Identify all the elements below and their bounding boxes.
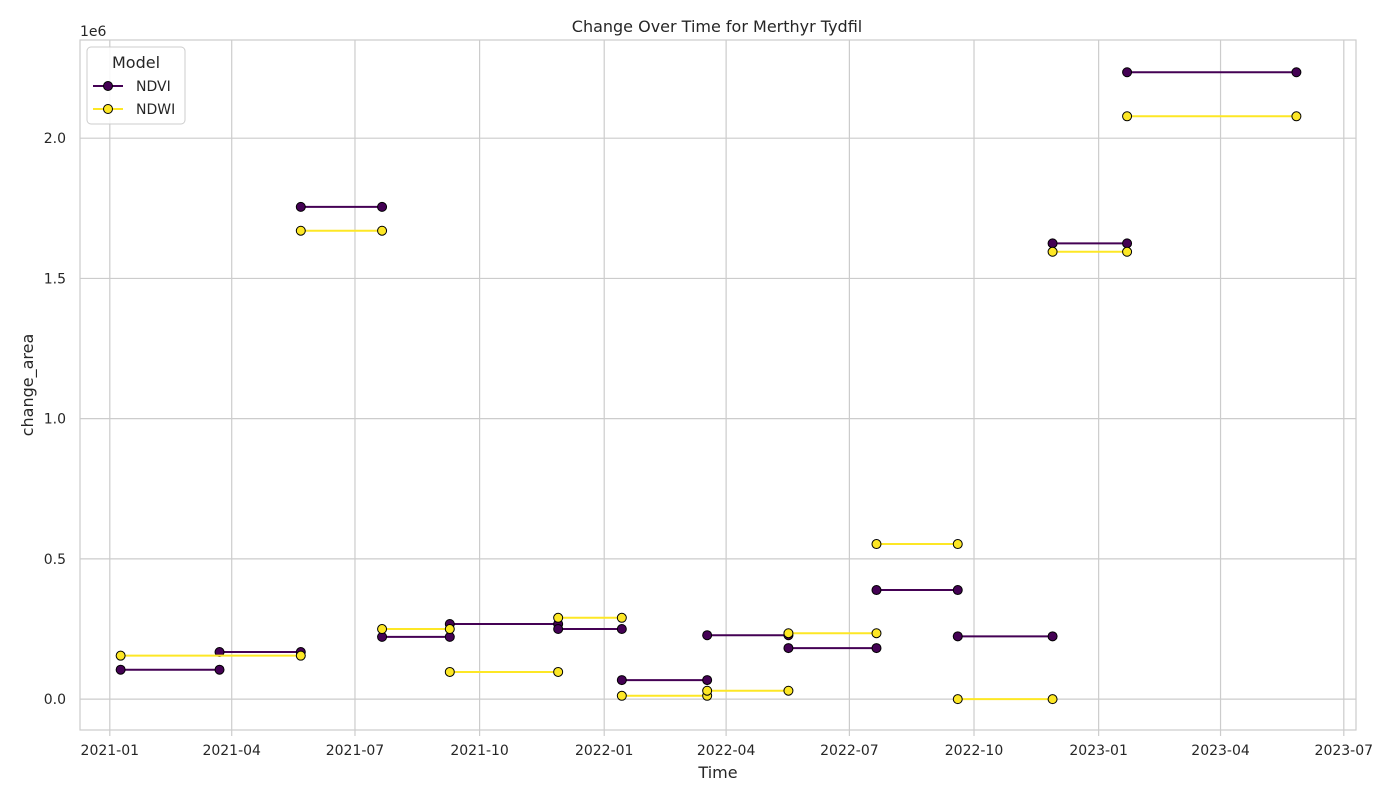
data-point [1122, 111, 1133, 122]
x-tick-label: 2022-04 [697, 743, 756, 759]
y-tick-label: 2.0 [44, 131, 66, 147]
y-axis-label: change_area [18, 334, 38, 437]
legend-label: NDVI [136, 79, 171, 95]
data-point [702, 685, 713, 696]
legend-title: Model [112, 53, 160, 72]
series-ndvi [115, 67, 1302, 686]
y-tick-label: 1.0 [44, 412, 66, 428]
data-point [702, 630, 713, 641]
data-point [616, 690, 627, 701]
data-point [553, 666, 564, 677]
x-tick-label: 2021-07 [326, 743, 385, 759]
y-tick-label: 0.0 [44, 692, 66, 708]
data-point [616, 624, 627, 635]
data-point [616, 675, 627, 686]
x-tick-label: 2022-01 [575, 743, 634, 759]
data-point [377, 624, 388, 635]
data-point [702, 675, 713, 686]
x-tick-label: 2021-01 [81, 743, 140, 759]
x-tick-label: 2022-07 [820, 743, 879, 759]
grid [80, 40, 1356, 730]
data-point [952, 585, 963, 596]
data-point [616, 612, 627, 623]
data-point [295, 201, 306, 212]
data-point [1291, 67, 1302, 78]
chart-title: Change Over Time for Merthyr Tydfil [572, 17, 862, 36]
data-point [553, 612, 564, 623]
data-point [1122, 67, 1133, 78]
data-point [295, 225, 306, 236]
data-point [952, 694, 963, 705]
legend-marker [103, 81, 113, 91]
data-point [1047, 694, 1058, 705]
series-layer [115, 67, 1302, 705]
x-tick-label: 2023-04 [1191, 743, 1250, 759]
data-point [871, 628, 882, 639]
legend-label: NDWI [136, 102, 175, 118]
data-point [377, 225, 388, 236]
x-tick-label: 2022-10 [945, 743, 1004, 759]
data-point [377, 201, 388, 212]
data-point [553, 624, 564, 635]
data-point [444, 624, 455, 635]
data-point [214, 664, 225, 675]
data-point [444, 666, 455, 677]
x-tick-label: 2021-10 [450, 743, 509, 759]
y-scale-label: 1e6 [80, 24, 107, 40]
plot-frame [79, 39, 1357, 731]
y-tick-labels: 0.0 0.5 1.0 1.5 2.0 [44, 131, 66, 708]
data-point [871, 643, 882, 654]
legend-box [86, 46, 186, 125]
data-point [783, 685, 794, 696]
data-point [1122, 246, 1133, 257]
legend-marker [103, 104, 113, 114]
data-point [1047, 246, 1058, 257]
data-point [871, 585, 882, 596]
y-tick-label: 0.5 [44, 552, 66, 568]
data-point [952, 539, 963, 550]
data-point [952, 631, 963, 642]
x-tick-label: 2023-07 [1315, 743, 1374, 759]
data-point [115, 650, 126, 661]
x-tick-labels: 2021-01 2021-04 2021-07 2021-10 2022-01 2022-… [81, 730, 1374, 759]
data-point [115, 664, 126, 675]
data-point [295, 650, 306, 661]
series-ndwi [115, 111, 1302, 705]
x-axis-label: Time [697, 763, 737, 782]
data-point [871, 539, 882, 550]
data-point [1291, 111, 1302, 122]
x-tick-label: 2023-01 [1069, 743, 1128, 759]
data-point [783, 628, 794, 639]
data-point [1047, 238, 1058, 249]
y-tick-label: 1.5 [44, 271, 66, 287]
legend: Model NDVI NDWI [86, 46, 186, 125]
data-point [1122, 238, 1133, 249]
x-tick-label: 2021-04 [202, 743, 261, 759]
data-point [1047, 631, 1058, 642]
data-point [783, 643, 794, 654]
